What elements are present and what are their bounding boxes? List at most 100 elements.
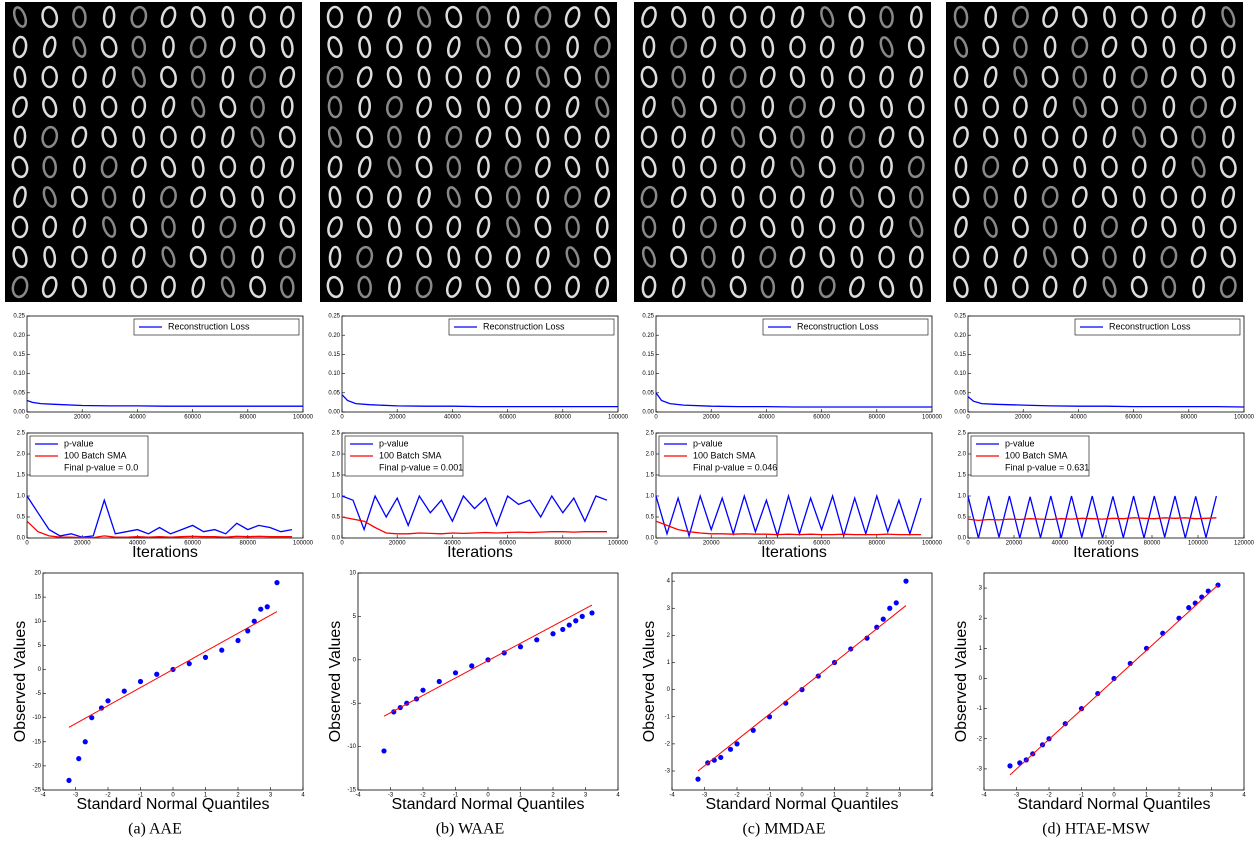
point <box>573 618 579 624</box>
point <box>1192 600 1198 606</box>
digit <box>819 245 835 269</box>
y-tick-label: 1.5 <box>332 473 341 479</box>
y-tick-label: -5 <box>351 701 357 707</box>
digit <box>71 245 88 269</box>
digit <box>908 125 924 149</box>
digit <box>849 186 864 208</box>
digit <box>385 95 403 119</box>
digit <box>983 216 998 238</box>
digit <box>953 126 969 148</box>
y-tick-label: 0.5 <box>646 515 655 521</box>
digit <box>191 155 205 179</box>
x-tick-label: -2 <box>734 793 740 799</box>
digit <box>983 185 998 209</box>
point <box>245 628 251 634</box>
x-axis-label: Standard Normal Quantiles <box>1018 796 1211 813</box>
y-tick-label: 1.0 <box>17 494 26 500</box>
y-tick-label: 0.00 <box>13 410 25 416</box>
digit <box>101 185 117 209</box>
x-tick-label: -2 <box>420 793 426 799</box>
series-line <box>655 392 932 408</box>
digit <box>565 215 580 239</box>
digit <box>1103 5 1116 29</box>
digit <box>1162 156 1176 178</box>
digit <box>72 216 87 238</box>
digit <box>1102 126 1117 148</box>
digit <box>535 95 551 119</box>
digit <box>249 275 267 299</box>
digit <box>1220 245 1236 269</box>
x-tick-label: 1 <box>1145 793 1149 799</box>
digit <box>326 5 344 29</box>
digit <box>790 6 805 28</box>
digit <box>982 155 1000 179</box>
digit <box>1191 6 1206 28</box>
digit <box>671 125 687 149</box>
digit <box>761 156 775 178</box>
digit <box>1073 155 1087 179</box>
y-tick-label: -1 <box>977 706 983 712</box>
digit <box>565 275 580 299</box>
digit <box>564 6 581 28</box>
digit <box>1013 246 1028 268</box>
digit <box>983 245 999 269</box>
digit <box>417 65 431 89</box>
digit <box>1131 95 1147 119</box>
point <box>251 618 257 624</box>
caption: (b) WAAE <box>436 821 505 838</box>
digit <box>357 156 372 178</box>
digit <box>702 5 715 29</box>
legend-label: p-value <box>379 438 409 448</box>
x-tick-label: 2 <box>865 793 869 799</box>
digit <box>672 215 685 239</box>
point <box>560 626 566 633</box>
x-tick-label: 0 <box>800 793 804 799</box>
digit <box>11 155 29 179</box>
y-tick-label: -15 <box>32 739 41 745</box>
digit <box>596 215 609 239</box>
digit <box>249 5 266 29</box>
point <box>718 754 724 761</box>
digit <box>131 66 146 88</box>
y-tick-label: -5 <box>36 691 42 697</box>
digit <box>878 275 895 299</box>
y-tick-label: -2 <box>977 736 983 742</box>
digit <box>388 275 401 299</box>
digit <box>1043 96 1057 118</box>
digit <box>671 276 686 298</box>
x-tick-label: 0 <box>340 415 344 421</box>
digit <box>729 275 747 299</box>
digit <box>641 215 657 239</box>
digit <box>388 215 401 239</box>
y-tick-label: 0.20 <box>642 333 654 339</box>
sample-grid <box>320 2 617 302</box>
x-axis-label: Standard Normal Quantiles <box>77 796 270 813</box>
digit <box>818 275 836 299</box>
digit <box>879 36 894 58</box>
digit <box>641 6 657 28</box>
digit <box>595 155 609 179</box>
digit <box>131 95 147 119</box>
digit <box>953 65 969 89</box>
y-tick-label: 1.5 <box>17 473 26 479</box>
digit <box>191 276 205 298</box>
digit <box>505 185 521 209</box>
plot-frame <box>357 572 619 791</box>
digit <box>953 275 969 299</box>
digit <box>445 125 463 149</box>
digit <box>954 95 968 119</box>
digit <box>820 65 834 89</box>
digit <box>1012 275 1029 299</box>
digit <box>12 96 28 118</box>
digit <box>42 215 58 239</box>
digit <box>759 185 777 209</box>
x-tick-label: 40000 <box>129 415 146 421</box>
point <box>1127 660 1133 667</box>
digit <box>1042 155 1058 179</box>
fit-line <box>1009 584 1219 776</box>
digit <box>356 245 374 269</box>
x-tick-label: 0 <box>171 793 175 799</box>
point <box>874 624 880 630</box>
y-tick-label: 5 <box>353 614 357 620</box>
x-tick-label: 60000 <box>184 415 201 421</box>
